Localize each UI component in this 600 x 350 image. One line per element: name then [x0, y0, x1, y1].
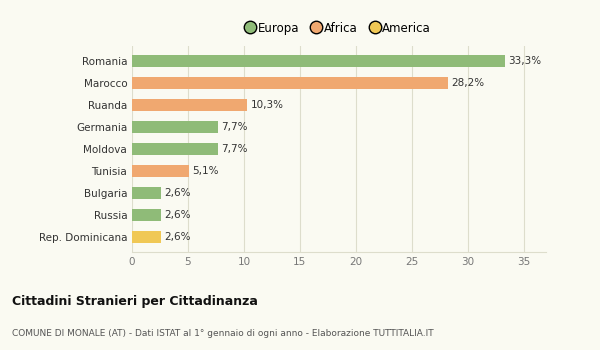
Text: Cittadini Stranieri per Cittadinanza: Cittadini Stranieri per Cittadinanza: [12, 294, 258, 308]
Text: 2,6%: 2,6%: [164, 210, 191, 219]
Legend: Europa, Africa, America: Europa, Africa, America: [244, 18, 434, 38]
Bar: [132, 209, 161, 220]
Text: 2,6%: 2,6%: [164, 188, 191, 198]
Text: 33,3%: 33,3%: [508, 56, 541, 66]
Bar: [132, 121, 218, 133]
Text: COMUNE DI MONALE (AT) - Dati ISTAT al 1° gennaio di ogni anno - Elaborazione TUT: COMUNE DI MONALE (AT) - Dati ISTAT al 1°…: [12, 329, 434, 338]
Text: 7,7%: 7,7%: [221, 122, 248, 132]
Bar: [132, 187, 161, 199]
Text: 5,1%: 5,1%: [193, 166, 219, 176]
Bar: [132, 99, 247, 111]
Bar: [132, 55, 505, 67]
Bar: [132, 143, 218, 155]
Text: 2,6%: 2,6%: [164, 232, 191, 242]
Bar: [132, 231, 161, 243]
Text: 7,7%: 7,7%: [221, 144, 248, 154]
Bar: [132, 164, 189, 177]
Text: 28,2%: 28,2%: [451, 78, 484, 88]
Bar: [132, 77, 448, 89]
Text: 10,3%: 10,3%: [251, 100, 284, 110]
